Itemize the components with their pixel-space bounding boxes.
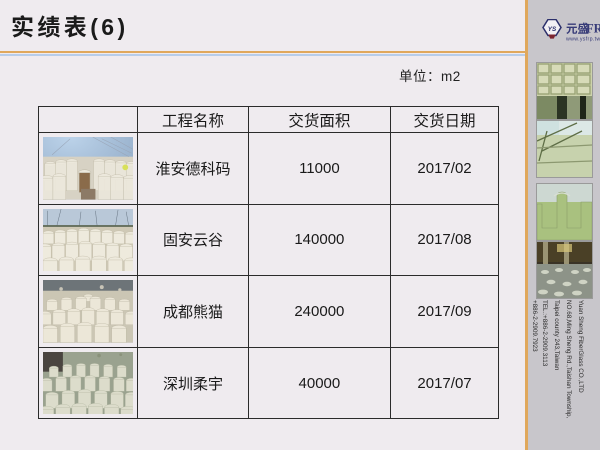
svg-text:www.ysfrp.tw: www.ysfrp.tw bbox=[566, 37, 600, 43]
svg-text:YS: YS bbox=[548, 26, 557, 33]
svg-text:FRP: FRP bbox=[586, 21, 600, 35]
